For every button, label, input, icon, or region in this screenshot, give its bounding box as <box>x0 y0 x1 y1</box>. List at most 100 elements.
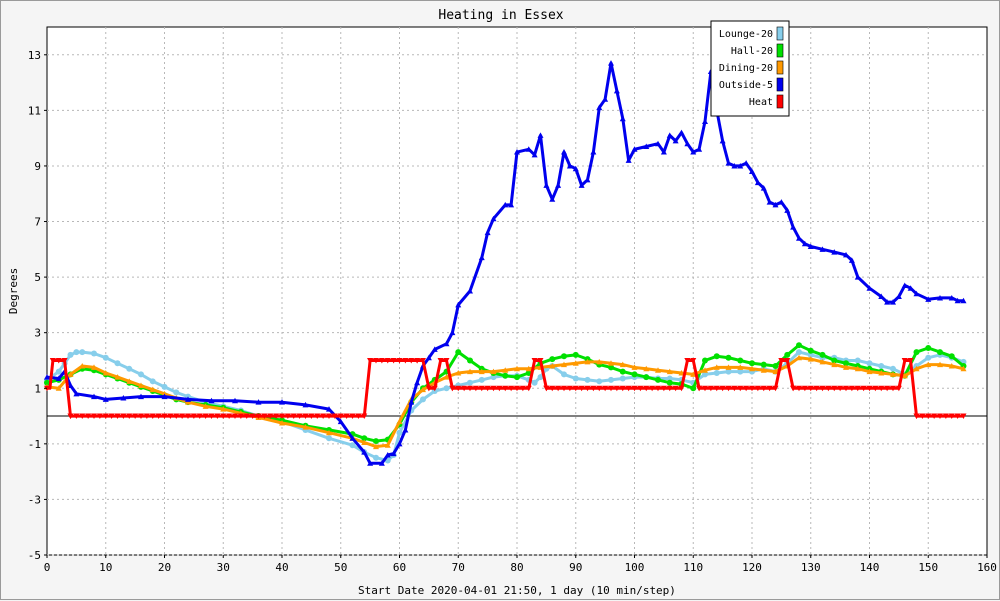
data-point <box>378 357 385 364</box>
data-point <box>138 413 144 420</box>
data-point <box>702 367 708 373</box>
data-point <box>854 274 861 280</box>
data-point <box>120 413 127 420</box>
data-point <box>273 413 280 420</box>
data-point <box>590 149 597 155</box>
data-point <box>760 185 767 191</box>
data-point <box>790 224 797 230</box>
data-point <box>561 361 567 368</box>
y-tick-label: 3 <box>34 327 41 340</box>
data-point <box>713 385 720 392</box>
data-point <box>367 357 374 364</box>
data-point <box>138 393 144 400</box>
data-point <box>484 385 491 392</box>
data-point <box>666 375 673 382</box>
data-point <box>67 382 74 388</box>
data-point <box>831 385 838 392</box>
data-point <box>561 371 567 378</box>
data-point <box>631 146 638 152</box>
data-point <box>737 357 744 364</box>
data-point <box>619 385 626 392</box>
x-tick-label: 0 <box>44 561 51 574</box>
data-point <box>367 460 374 466</box>
data-point <box>848 257 855 263</box>
data-point <box>443 357 450 364</box>
legend-label: Hall-20 <box>731 46 773 57</box>
data-point <box>255 399 262 405</box>
data-point <box>455 369 462 376</box>
data-point <box>690 149 697 155</box>
data-point <box>443 340 450 347</box>
data-point <box>890 371 896 377</box>
data-point <box>619 375 626 382</box>
data-point <box>619 368 626 375</box>
data-point <box>467 385 473 392</box>
data-point <box>91 364 97 370</box>
data-point <box>279 399 285 405</box>
data-point <box>778 199 785 205</box>
data-point <box>702 357 708 364</box>
data-point <box>561 149 567 155</box>
data-point <box>326 406 332 412</box>
data-point <box>631 364 638 370</box>
data-point <box>519 385 526 392</box>
data-point <box>514 385 520 392</box>
data-point <box>449 385 456 392</box>
legend-label: Lounge-20 <box>719 29 773 40</box>
data-point <box>625 157 632 163</box>
data-point <box>931 413 938 420</box>
data-point <box>884 385 891 392</box>
data-point <box>114 374 121 380</box>
data-point <box>608 385 614 392</box>
data-point <box>514 365 520 372</box>
data-point <box>214 413 221 420</box>
data-point <box>660 149 667 155</box>
data-point <box>102 413 109 420</box>
data-point <box>343 413 350 420</box>
data-point <box>784 351 791 358</box>
data-point <box>866 368 873 375</box>
x-tick-label: 120 <box>742 561 762 574</box>
data-point <box>954 297 961 304</box>
data-point <box>725 368 732 375</box>
data-point <box>143 413 150 420</box>
data-point <box>326 429 332 436</box>
data-point <box>566 385 573 392</box>
data-point <box>666 379 673 386</box>
y-tick-label: 1 <box>34 382 41 395</box>
data-point <box>79 349 86 356</box>
x-tick-label: 10 <box>99 561 112 574</box>
data-point <box>490 215 497 222</box>
data-point <box>73 390 80 397</box>
data-point <box>960 413 967 420</box>
data-point <box>901 357 908 364</box>
data-point <box>161 390 168 397</box>
data-point <box>284 413 291 420</box>
data-point <box>649 385 656 392</box>
plot-area <box>46 26 988 556</box>
data-point <box>261 413 268 420</box>
data-point <box>179 413 186 420</box>
data-point <box>308 413 315 420</box>
data-point <box>860 385 867 392</box>
data-point <box>243 413 250 420</box>
data-point <box>502 372 509 379</box>
data-point <box>73 413 80 420</box>
data-point <box>114 360 121 367</box>
data-point <box>613 385 620 392</box>
data-point <box>702 118 708 124</box>
data-point <box>819 246 826 252</box>
data-point <box>807 356 814 362</box>
data-point <box>584 385 591 392</box>
data-point <box>913 349 920 356</box>
data-point <box>373 443 379 450</box>
data-point <box>866 385 873 392</box>
data-point <box>608 376 614 383</box>
data-point <box>326 435 332 442</box>
data-point <box>749 360 755 367</box>
data-point <box>666 385 673 392</box>
data-point <box>302 401 309 408</box>
data-point <box>537 132 544 138</box>
data-point <box>807 385 814 392</box>
series-layer <box>44 60 967 466</box>
